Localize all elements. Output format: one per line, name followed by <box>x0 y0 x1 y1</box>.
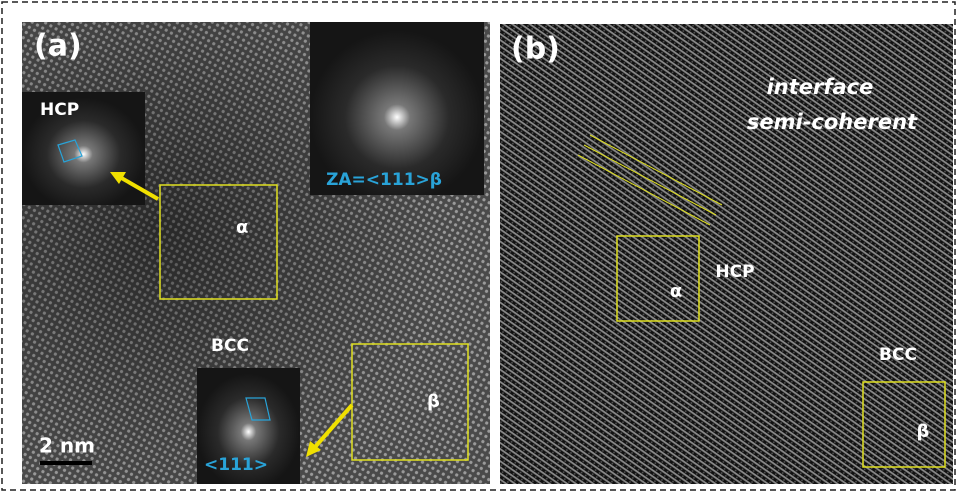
page: {"panel_a": {"label": "(a)", "hcp_inset"… <box>0 0 957 492</box>
phase-label: α <box>670 281 682 302</box>
zone-label: <111> <box>204 455 268 475</box>
scale-bar-label: 2 nm <box>39 434 95 458</box>
phase-label: β <box>917 421 930 442</box>
figure: (a) HCP ZA=<111>β α BCC <111> β 2 nm (b)… <box>0 0 957 492</box>
annotation: semi-coherent <box>747 110 918 134</box>
filtered-image <box>500 24 953 484</box>
phase-label: α <box>236 217 248 238</box>
annotation: interface <box>767 75 874 99</box>
panel-b: (b) interface semi-coherent α HCP BCC β <box>500 24 953 484</box>
panel-label: (a) <box>34 29 82 64</box>
fft-label: ZA=<111>β <box>326 170 442 190</box>
phase-label: BCC <box>211 336 249 356</box>
phase-label: BCC <box>879 345 917 365</box>
phase-label: β <box>427 391 440 412</box>
scale-bar <box>40 461 92 465</box>
panel-a: (a) HCP ZA=<111>β α BCC <111> β 2 nm <box>22 22 490 484</box>
inset-label: HCP <box>40 100 79 120</box>
phase-label: HCP <box>715 262 754 282</box>
panel-label: (b) <box>511 32 560 67</box>
